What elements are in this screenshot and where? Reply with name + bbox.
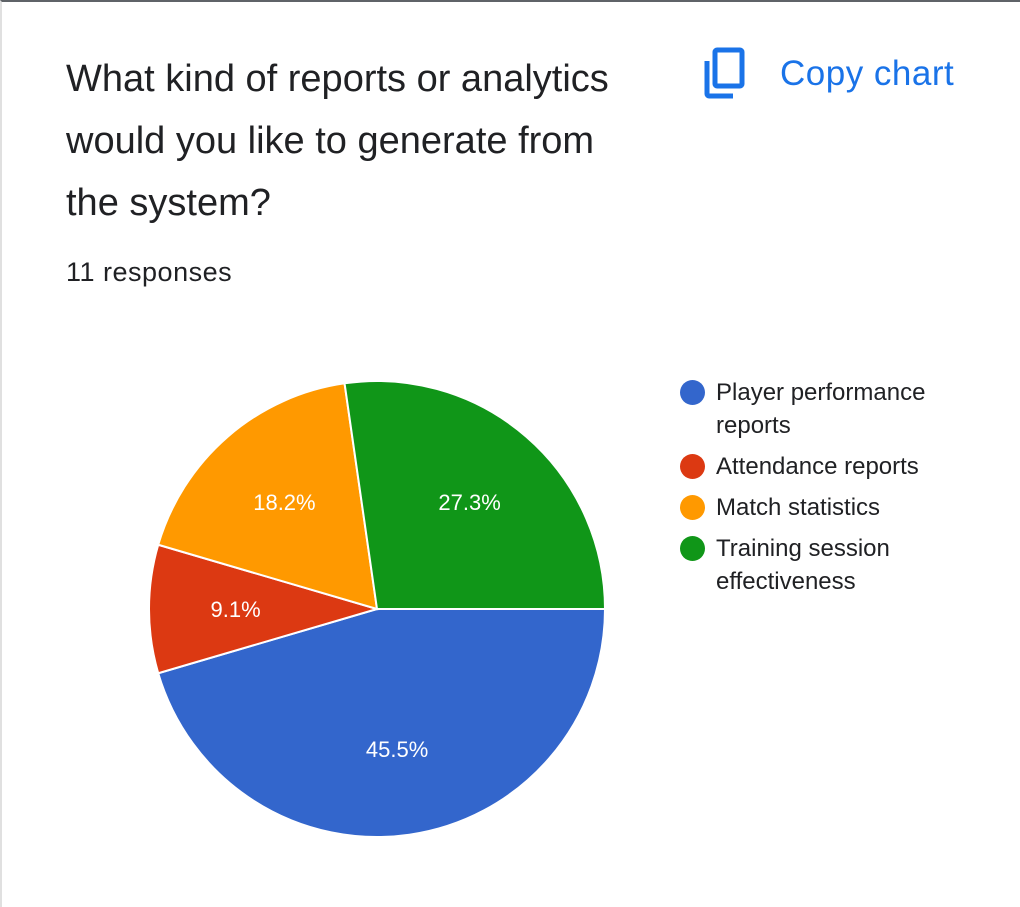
- copy-chart-button[interactable]: Copy chart: [700, 44, 954, 104]
- legend-item[interactable]: Training session effectiveness: [678, 532, 998, 598]
- copy-chart-label: Copy chart: [780, 54, 955, 93]
- question-title: What kind of reports or analytics would …: [66, 58, 609, 224]
- pie-slice-2[interactable]: [156, 382, 379, 611]
- pie-slice-label-3: 27.3%: [438, 490, 500, 515]
- pie-slice-label-1: 9.1%: [211, 597, 261, 622]
- chart-legend: Player performance reports Attendance rep…: [678, 376, 998, 606]
- pie-slice-3[interactable]: [343, 380, 607, 610]
- pie-slice-1[interactable]: [148, 543, 381, 675]
- copy-icon: [704, 47, 745, 99]
- legend-item[interactable]: Attendance reports: [678, 450, 998, 483]
- response-count: 11 responses: [66, 257, 233, 287]
- legend-label: Training session effectiveness: [716, 535, 890, 595]
- legend-swatch-icon: [680, 380, 705, 405]
- pie-chart: 45.5% 9.1% 18.2% 27.3%: [148, 380, 607, 838]
- legend-swatch-icon: [680, 454, 705, 479]
- pie-slice-label-0: 45.5%: [366, 737, 428, 762]
- legend-label: Player performance reports: [716, 379, 926, 439]
- legend-label: Match statistics: [716, 494, 881, 521]
- pie-slice-0[interactable]: [156, 608, 607, 838]
- legend-swatch-icon: [680, 536, 705, 561]
- legend-item[interactable]: Player performance reports: [678, 376, 998, 442]
- pie-slice-label-2: 18.2%: [253, 490, 315, 515]
- legend-label: Attendance reports: [716, 453, 919, 480]
- legend-item[interactable]: Match statistics: [678, 491, 998, 524]
- legend-swatch-icon: [680, 495, 705, 520]
